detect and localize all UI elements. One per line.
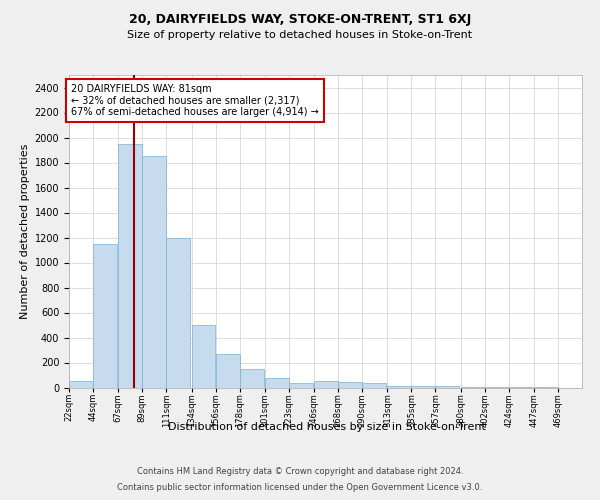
Bar [436, 386, 460, 388]
Bar [166, 238, 190, 388]
Text: Contains HM Land Registry data © Crown copyright and database right 2024.: Contains HM Land Registry data © Crown c… [137, 468, 463, 476]
Bar [215, 354, 239, 388]
Bar [362, 382, 386, 388]
Y-axis label: Number of detached properties: Number of detached properties [20, 144, 31, 319]
Bar [142, 156, 166, 388]
Text: Size of property relative to detached houses in Stoke-on-Trent: Size of property relative to detached ho… [127, 30, 473, 40]
Bar [338, 382, 362, 388]
Bar [191, 325, 215, 388]
Bar [240, 369, 263, 388]
Bar [388, 386, 411, 388]
Text: Distribution of detached houses by size in Stoke-on-Trent: Distribution of detached houses by size … [168, 422, 486, 432]
Bar [314, 381, 338, 388]
Bar [69, 381, 93, 388]
Text: Contains public sector information licensed under the Open Government Licence v3: Contains public sector information licen… [118, 482, 482, 492]
Bar [412, 386, 436, 388]
Bar [93, 244, 117, 388]
Text: 20 DAIRYFIELDS WAY: 81sqm
← 32% of detached houses are smaller (2,317)
67% of se: 20 DAIRYFIELDS WAY: 81sqm ← 32% of detac… [71, 84, 319, 117]
Bar [289, 382, 313, 388]
Bar [461, 387, 485, 388]
Text: 20, DAIRYFIELDS WAY, STOKE-ON-TRENT, ST1 6XJ: 20, DAIRYFIELDS WAY, STOKE-ON-TRENT, ST1… [129, 12, 471, 26]
Bar [265, 378, 289, 388]
Bar [485, 387, 509, 388]
Bar [118, 144, 142, 388]
